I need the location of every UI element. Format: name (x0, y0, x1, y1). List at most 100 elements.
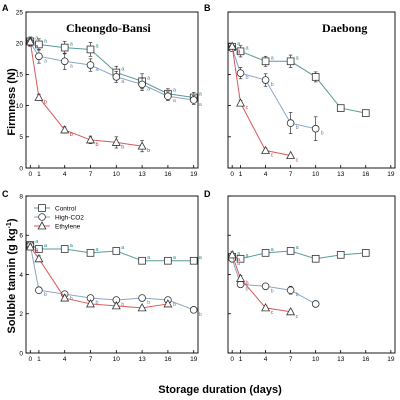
series-line-high_co2 (29, 42, 194, 101)
y-axis-label-tannin: Soluble tannin (g kg-1) (6, 218, 18, 333)
panel-letter-c: C (2, 189, 9, 199)
data-point-ethylene (227, 250, 237, 259)
y-tick-label: 25 (16, 9, 24, 16)
data-point-control (189, 256, 198, 265)
data-point-control (336, 104, 345, 112)
legend-label-ethylene: Ethylene (55, 223, 81, 230)
x-tick-label: 16 (164, 356, 172, 363)
data-point-control (311, 254, 320, 263)
significance-label: c (271, 153, 274, 159)
data-point-ethylene (86, 299, 95, 308)
y-tick-label: 8 (19, 193, 23, 200)
significance-label: a (44, 243, 48, 249)
series-line-control (30, 244, 194, 262)
significance-label: a (199, 91, 203, 97)
significance-label: a (237, 41, 241, 47)
significance-label: a (173, 98, 177, 104)
data-point-high_co2 (112, 73, 121, 81)
data-point-high_co2 (261, 76, 270, 84)
plot-frame (25, 11, 199, 169)
y-label-tannin-sup: -1 (6, 222, 13, 228)
significance-label: a (70, 243, 74, 249)
series-line-ethylene (231, 254, 291, 313)
data-point-high_co2 (311, 300, 320, 308)
significance-label: a (96, 247, 100, 253)
series-line-control (232, 250, 366, 260)
x-tick-label: 13 (138, 171, 146, 178)
x-tick-label: 7 (89, 171, 93, 178)
data-point-control (60, 245, 69, 253)
significance-label: b (121, 302, 124, 308)
data-point-high_co2 (189, 96, 198, 104)
significance-label: a (96, 43, 100, 49)
significance-label: a (35, 239, 39, 245)
data-point-ethylene (286, 306, 296, 316)
significance-label: b (44, 99, 47, 105)
data-point-ethylene (86, 135, 95, 144)
data-point-high_co2 (35, 286, 43, 295)
significance-label: a (237, 50, 241, 56)
significance-label: a (237, 251, 241, 257)
x-tick-label: 10 (312, 171, 320, 178)
data-point-ethylene (236, 273, 245, 282)
significance-label: a (237, 261, 241, 267)
x-tick-label: 1 (239, 171, 243, 178)
data-point-ethylene (111, 301, 121, 310)
significance-label: a (296, 245, 300, 251)
x-tick-label: 16 (362, 356, 370, 363)
data-point-high_co2 (138, 294, 146, 302)
significance-label: a (35, 249, 39, 255)
significance-label: b (173, 302, 176, 308)
significance-label: c (271, 310, 274, 316)
significance-label: a (296, 55, 300, 61)
y-tick-label: 5 (19, 134, 23, 141)
data-point-control (311, 73, 320, 81)
data-point-control (261, 249, 270, 257)
significance-label: a (199, 102, 203, 108)
data-point-control (86, 249, 95, 257)
data-point-high_co2 (286, 286, 295, 295)
x-tick-label: 4 (63, 356, 67, 363)
series-line-control (231, 46, 366, 114)
significance-label: c (246, 105, 249, 111)
significance-label: a (237, 257, 241, 263)
significance-label: b (70, 132, 73, 138)
y-tick-label: 2 (19, 311, 23, 318)
y-tick-label: 4 (19, 272, 23, 279)
significance-label: a (70, 63, 74, 69)
significance-label: a (246, 45, 250, 51)
x-tick-label: 19 (190, 356, 198, 363)
significance-label: b (271, 288, 274, 294)
data-point-high_co2 (138, 80, 146, 89)
y-tick-label: 6 (19, 233, 23, 240)
significance-label: a (147, 255, 151, 261)
significance-label: a (147, 75, 151, 81)
legend-label-control: Control (55, 205, 77, 212)
x-tick-label: 1 (37, 171, 41, 178)
significance-label: a (199, 255, 203, 261)
significance-label: a (35, 44, 39, 50)
significance-label: b (96, 300, 99, 306)
x-tick-label: 1 (37, 356, 41, 363)
x-tick-label: 10 (113, 356, 121, 363)
significance-label: a (173, 88, 177, 94)
data-point-high_co2 (311, 124, 320, 133)
significance-label: a (44, 58, 48, 64)
data-point-ethylene (60, 293, 70, 302)
legend-marker-high_co2 (38, 213, 46, 221)
data-point-ethylene (137, 141, 147, 150)
data-point-control (35, 40, 43, 49)
data-point-high_co2 (164, 92, 172, 101)
panel-letter-d: D (204, 189, 211, 199)
data-point-ethylene (34, 253, 44, 263)
significance-label: a (44, 38, 48, 44)
x-tick-label: 16 (164, 171, 172, 178)
data-point-control (164, 256, 172, 265)
significance-label: a (121, 245, 125, 251)
x-axis-label: Storage duration (days) (158, 384, 282, 396)
x-tick-label: 19 (190, 171, 198, 178)
